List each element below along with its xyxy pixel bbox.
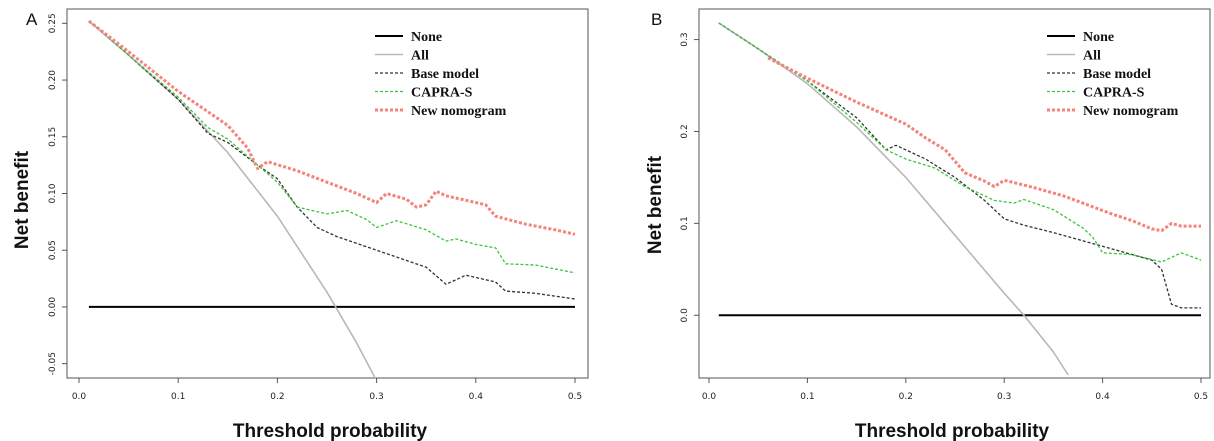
legend-label-none: None (1083, 30, 1114, 45)
legend-label-capra-s: CAPRA-S (411, 86, 473, 101)
x-axis-title: Threshold probability (233, 421, 428, 441)
series-line-base-model (718, 22, 1201, 309)
x-tick-label: 0.3 (369, 392, 383, 402)
y-tick-label: 0.15 (48, 127, 58, 147)
legend-label-base-model: Base model (411, 67, 479, 82)
legend-label-new-nomogram: New nomogram (1083, 104, 1179, 119)
x-tick-label: 0.0 (72, 392, 87, 402)
legend-label-all: All (411, 49, 429, 64)
y-tick-label: 0.3 (680, 32, 690, 46)
x-tick-label: 0.1 (171, 392, 185, 402)
series-line-capra-s (718, 22, 1202, 263)
panel-label: B (651, 10, 662, 29)
series-line-base-model (88, 20, 576, 300)
panel-b: 0.0 0.1 0.2 0.3 0.4 0.5 0.0 0.1 0.2 0.3 None All Bas… (645, 8, 1211, 441)
series-line-all (88, 20, 377, 378)
y-tick-label: -0.05 (48, 352, 58, 375)
x-tick-label: 0.4 (469, 392, 484, 402)
series-line-new-nomogram (87, 19, 576, 236)
legend-label-new-nomogram: New nomogram (411, 104, 507, 119)
series-lines (87, 19, 576, 378)
y-tick-label: 0.2 (680, 124, 690, 138)
x-tick-label: 0.1 (800, 392, 814, 402)
y-axis-title: Net benefit (645, 155, 666, 254)
y-tick-label: 0.1 (680, 216, 690, 230)
series-lines (718, 22, 1202, 376)
legend-label-base-model: Base model (1083, 67, 1151, 82)
x-tick-label: 0.3 (997, 392, 1011, 402)
x-tick-label: 0.0 (702, 392, 717, 402)
y-tick-label: 0.00 (48, 297, 58, 317)
series-line-new-nomogram (767, 56, 1201, 233)
plot-frame (698, 8, 1211, 379)
y-tick-label: 0.20 (48, 70, 58, 90)
y-tick-label: 0.0 (680, 308, 690, 323)
x-tick-label: 0.5 (1194, 392, 1208, 402)
series-line-capra-s (88, 20, 576, 274)
y-axis-title: Net benefit (12, 150, 33, 249)
legend-label-none: None (411, 30, 442, 45)
y-tick-label: 0.05 (48, 240, 58, 260)
series-line-all (718, 22, 1069, 376)
panel-label: A (26, 10, 38, 29)
legend: None All Base model CAPRA-S New nomogram (375, 30, 507, 119)
x-tick-label: 0.5 (568, 392, 582, 402)
x-axis-title: Threshold probability (855, 421, 1050, 441)
y-tick-label: 0.25 (48, 13, 58, 33)
x-tick-label: 0.2 (899, 392, 913, 402)
y-tick-label: 0.10 (48, 183, 58, 203)
legend-label-all: All (1083, 49, 1101, 64)
x-tick-label: 0.4 (1095, 392, 1110, 402)
legend: None All Base model CAPRA-S New nomogram (1047, 30, 1179, 119)
x-tick-label: 0.2 (270, 392, 284, 402)
panel-a: 0.0 0.1 0.2 0.3 0.4 0.5 -0.05 0.00 0.05 0.10 0.15 0… (12, 8, 589, 441)
legend-label-capra-s: CAPRA-S (1083, 86, 1145, 101)
